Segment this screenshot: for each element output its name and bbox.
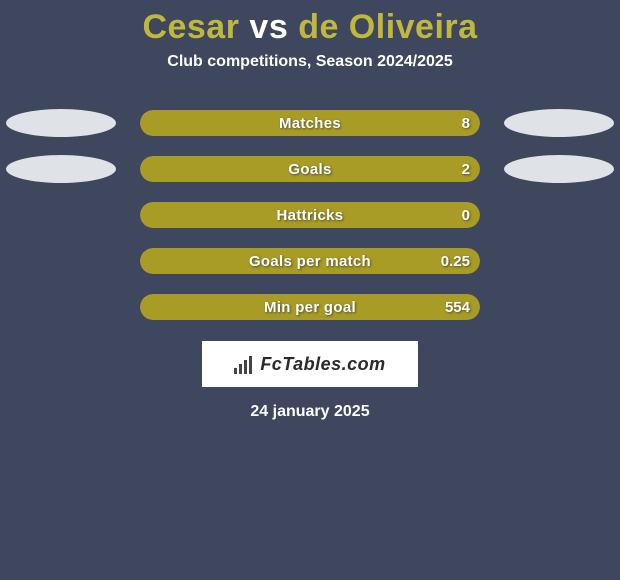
player1-ellipse [6,155,116,183]
stat-value: 0.25 [441,248,470,274]
stat-label: Matches [140,110,480,136]
stat-value: 554 [445,294,470,320]
stat-pill: Goals per match0.25 [140,248,480,274]
stat-pill: Matches8 [140,110,480,136]
stat-pill: Goals2 [140,156,480,182]
h2h-infographic: Cesar vs de Oliveira Club competitions, … [0,0,620,580]
stat-pill: Hattricks0 [140,202,480,228]
player2-ellipse [504,155,614,183]
stat-pill: Min per goal554 [140,294,480,320]
stat-value: 8 [462,110,470,136]
stat-label: Min per goal [140,294,480,320]
stat-row: Goals per match0.25 [0,237,620,283]
stat-row: Hattricks0 [0,191,620,237]
title-joiner: vs [249,8,288,46]
stat-value: 2 [462,156,470,182]
stat-rows: Matches8Goals2Hattricks0Goals per match0… [0,99,620,329]
stat-label: Hattricks [140,202,480,228]
player1-ellipse [6,109,116,137]
title-player1: Cesar [142,8,239,46]
logo-text: FcTables.com [260,354,385,375]
title-player2: de Oliveira [298,8,477,46]
date-line: 24 january 2025 [0,403,620,421]
player2-ellipse [504,109,614,137]
stat-row: Min per goal554 [0,283,620,329]
stat-label: Goals [140,156,480,182]
page-title: Cesar vs de Oliveira [0,0,620,47]
stat-value: 0 [462,202,470,228]
stat-row: Goals2 [0,145,620,191]
stat-row: Matches8 [0,99,620,145]
subtitle: Club competitions, Season 2024/2025 [0,53,620,71]
site-logo[interactable]: FcTables.com [202,341,418,387]
logo-bars-icon [234,354,252,374]
stat-label: Goals per match [140,248,480,274]
